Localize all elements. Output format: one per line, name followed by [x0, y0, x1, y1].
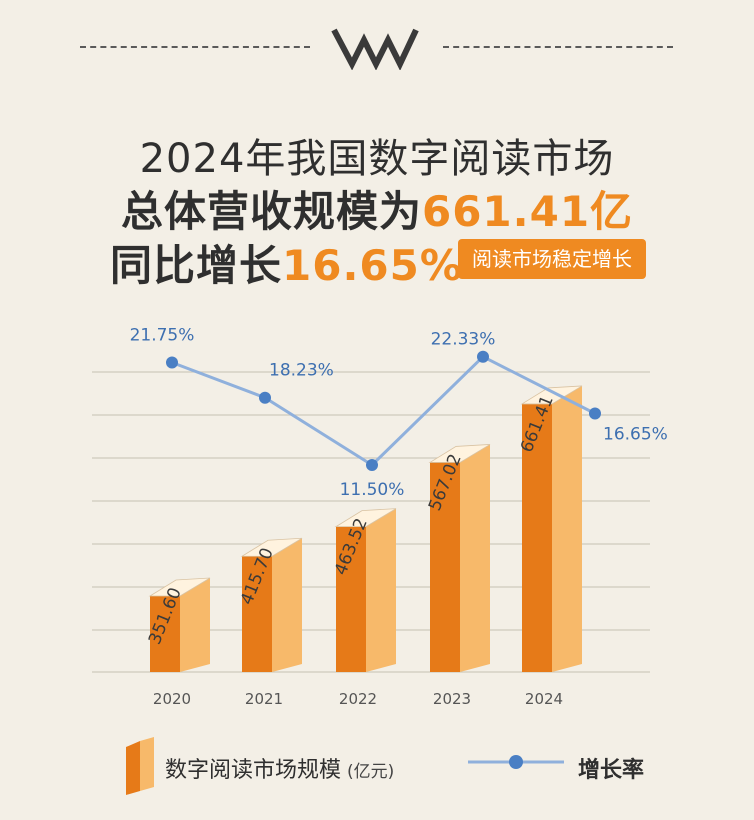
x-tick-label-2022: 2022	[339, 690, 377, 708]
headline-line-3: 同比增长16.65%	[110, 232, 463, 293]
bar-side-2022	[366, 508, 396, 672]
headline-line-2-prefix: 总体营收规模为	[120, 187, 422, 236]
bar-front-2021	[242, 556, 272, 672]
x-tick-label-2023: 2023	[433, 690, 471, 708]
growth-label-2024: 16.65%	[603, 425, 668, 445]
growth-point-2020	[166, 356, 178, 369]
growth-label-2023: 22.33%	[431, 330, 496, 350]
bar-top-2022	[334, 508, 397, 528]
bar-top-2020	[148, 577, 211, 597]
legend-bar-label: 数字阅读市场规模 (亿元)	[165, 752, 394, 784]
headline-revenue-value: 661.41亿	[421, 187, 634, 236]
x-tick-label-2024: 2024	[525, 690, 563, 708]
headline-line-1: 2024年我国数字阅读市场	[0, 126, 754, 184]
bar-side-2020	[180, 578, 210, 672]
headline-line-1-text: 2024年我国数字阅读市场	[139, 136, 615, 182]
top-dashed-rule-right	[443, 46, 673, 48]
top-dashed-rule-left	[80, 46, 310, 48]
legend-bar-swatch-icon	[126, 737, 154, 795]
growth-label-2022: 11.50%	[340, 480, 405, 500]
x-tick-label-2020: 2020	[153, 690, 191, 708]
bar-front-2020	[150, 596, 180, 672]
bar-side-2024	[552, 385, 582, 672]
legend-line-label: 增长率	[578, 758, 645, 783]
headline-line-2: 总体营收规模为661.41亿	[0, 178, 754, 239]
bar-side-2023	[460, 444, 490, 672]
growth-point-2023	[477, 350, 489, 363]
bar-top-2023	[428, 444, 491, 463]
status-badge: 阅读市场稳定增长	[458, 239, 646, 279]
legend-bar-unit: (亿元)	[347, 762, 395, 782]
growth-point-2022	[366, 459, 378, 471]
growth-label-2020: 21.75%	[130, 326, 195, 346]
bar-front-2023	[430, 462, 460, 672]
legend-line-swatch-icon	[468, 755, 564, 769]
bar-front-2022	[336, 526, 366, 672]
headline-line-3-prefix: 同比增长	[110, 241, 283, 290]
x-tick-label-2021: 2021	[245, 690, 283, 708]
growth-point-2024	[589, 407, 601, 420]
bar-top-2021	[240, 537, 303, 557]
logo-icon	[331, 28, 419, 70]
legend-bar-name: 数字阅读市场规模	[165, 758, 342, 783]
bar-side-2021	[272, 538, 302, 672]
headline-growth-value: 16.65%	[282, 241, 463, 290]
bar-top-2024	[520, 385, 583, 405]
growth-point-2021	[259, 391, 271, 404]
growth-label-2021: 18.23%	[269, 361, 334, 381]
bar-front-2024	[522, 403, 552, 672]
